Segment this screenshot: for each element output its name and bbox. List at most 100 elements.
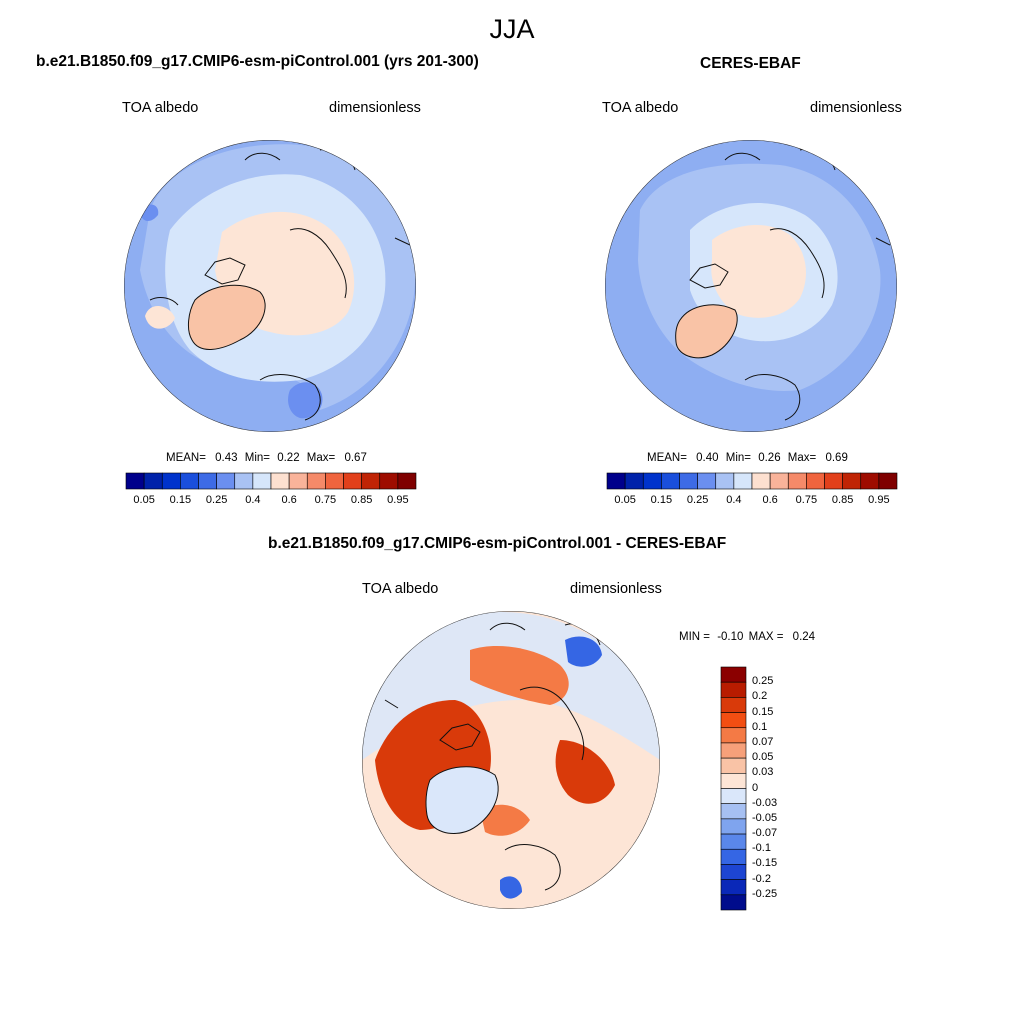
colorbar-swatch bbox=[720, 864, 747, 880]
colorbar-tick-label: -0.1 bbox=[752, 842, 771, 855]
region-greenland bbox=[188, 285, 266, 350]
colorbar-tick-label: 0.05 bbox=[133, 494, 155, 506]
panel2-variable-label: TOA albedo bbox=[602, 100, 679, 116]
colorbar-swatch bbox=[624, 472, 644, 490]
colorbar-swatch bbox=[720, 803, 747, 820]
colorbar-swatch bbox=[787, 472, 807, 490]
colorbar-tick-label: -0.25 bbox=[752, 887, 778, 900]
colorbar-tick-label: 0.15 bbox=[169, 494, 192, 506]
colorbar-tick-label: -0.15 bbox=[752, 857, 778, 870]
min-value: 0.26 bbox=[758, 452, 781, 464]
colorbar-swatch bbox=[143, 472, 163, 490]
min-label: Min= bbox=[725, 452, 751, 464]
colorbar-swatch bbox=[679, 472, 698, 490]
region-siberia bbox=[470, 645, 569, 705]
panel3-units-label: dimensionless bbox=[570, 581, 662, 597]
colorbar-tick-label: 0.25 bbox=[205, 494, 228, 506]
region-europe bbox=[555, 740, 615, 804]
colorbar-swatch bbox=[180, 472, 199, 490]
region-scandinavia bbox=[288, 382, 323, 419]
colorbar-tick-label: 0.75 bbox=[314, 494, 337, 506]
colorbar-tick-label: 0.03 bbox=[752, 766, 774, 779]
panel2-colorbar bbox=[606, 472, 898, 490]
colorbar-swatch bbox=[751, 472, 771, 490]
colorbar-swatch bbox=[715, 472, 735, 490]
panel1-variable-label: TOA albedo bbox=[122, 100, 199, 116]
panel3-variable-label: TOA albedo bbox=[362, 581, 439, 597]
colorbar-tick-label: 0 bbox=[752, 781, 759, 794]
region-arctic-ocean bbox=[711, 224, 806, 318]
panel3-title: b.e21.B1850.f09_g17.CMIP6-esm-piControl.… bbox=[268, 535, 727, 552]
colorbar-tick-label: 0.07 bbox=[752, 735, 774, 748]
colorbar-swatch bbox=[720, 773, 747, 789]
max-label: Max= bbox=[306, 452, 336, 464]
colorbar-swatch bbox=[720, 788, 747, 804]
colorbar-swatch bbox=[306, 472, 326, 490]
colorbar-swatch bbox=[720, 818, 747, 835]
colorbar-swatch bbox=[720, 879, 747, 896]
colorbar-swatch bbox=[234, 472, 254, 490]
colorbar-swatch bbox=[842, 472, 862, 490]
colorbar-swatch bbox=[198, 472, 217, 490]
region-atlantic bbox=[480, 804, 530, 836]
colorbar-tick-label: 0.2 bbox=[752, 690, 768, 703]
colorbar-tick-label: 0.4 bbox=[726, 494, 742, 506]
min-label: MIN = bbox=[679, 631, 710, 643]
colorbar-tick-label: 0.15 bbox=[752, 705, 774, 718]
colorbar-swatch bbox=[125, 472, 145, 490]
min-label: Min= bbox=[244, 452, 270, 464]
panel1-title: b.e21.B1850.f09_g17.CMIP6-esm-piControl.… bbox=[36, 53, 479, 70]
colorbar-tick-label: 0.6 bbox=[762, 494, 778, 506]
mean-value: 0.40 bbox=[696, 452, 719, 464]
colorbar-tick-label: 0.05 bbox=[752, 751, 774, 764]
figure-title: JJA bbox=[489, 14, 535, 44]
colorbar-swatch bbox=[661, 472, 680, 490]
panel1-units-label: dimensionless bbox=[329, 100, 421, 116]
panel2-title: CERES-EBAF bbox=[700, 55, 801, 72]
colorbar-swatch bbox=[824, 472, 843, 490]
colorbar-swatch bbox=[361, 472, 381, 490]
colorbar-tick-label: -0.2 bbox=[752, 872, 771, 885]
colorbar-tick-label: 0.95 bbox=[868, 494, 890, 506]
colorbar-swatch bbox=[288, 472, 308, 490]
colorbar-swatch bbox=[397, 472, 417, 490]
colorbar-tick-label: 0.95 bbox=[387, 494, 409, 506]
colorbar-swatch bbox=[720, 848, 747, 865]
colorbar-swatch bbox=[720, 727, 747, 744]
colorbar-swatch bbox=[720, 742, 747, 759]
region-greenland bbox=[675, 304, 738, 358]
colorbar-swatch bbox=[806, 472, 825, 490]
max-value: 0.67 bbox=[344, 452, 367, 464]
max-value: 0.69 bbox=[825, 452, 848, 464]
min-value: 0.22 bbox=[277, 452, 300, 464]
colorbar-swatch bbox=[252, 472, 272, 490]
panel1-map bbox=[124, 140, 416, 432]
colorbar-swatch bbox=[720, 757, 747, 774]
panel3-stats: MIN = -0.10 MAX = 0.24 bbox=[679, 631, 815, 643]
colorbar-tick-label: 0.05 bbox=[614, 494, 636, 506]
colorbar-tick-label: 0.15 bbox=[650, 494, 673, 506]
colorbar-swatch bbox=[270, 472, 290, 490]
colorbar-swatch bbox=[642, 472, 662, 490]
panel3-map bbox=[362, 611, 660, 909]
colorbar-tick-label: -0.07 bbox=[752, 827, 778, 840]
colorbar-tick-label: 0.85 bbox=[350, 494, 373, 506]
colorbar-swatch bbox=[379, 472, 399, 490]
min-value: -0.10 bbox=[717, 631, 744, 643]
colorbar-tick-label: 0.85 bbox=[831, 494, 854, 506]
colorbar-swatch bbox=[733, 472, 753, 490]
colorbar-tick-label: 0.75 bbox=[795, 494, 818, 506]
colorbar-swatch bbox=[769, 472, 789, 490]
colorbar-swatch bbox=[720, 712, 747, 729]
panel2-map bbox=[605, 140, 897, 432]
colorbar-swatch bbox=[878, 472, 898, 490]
max-value: 0.24 bbox=[792, 631, 816, 643]
mean-value: 0.43 bbox=[215, 452, 238, 464]
region-labrador bbox=[145, 305, 175, 329]
panel1-colorbar bbox=[125, 472, 417, 490]
panel1-stats: MEAN= 0.43 Min= 0.22 Max= 0.67 bbox=[166, 452, 367, 464]
mean-label: MEAN= bbox=[166, 452, 206, 464]
colorbar-tick-label: 0.4 bbox=[245, 494, 261, 506]
colorbar-tick-label: 0.6 bbox=[281, 494, 297, 506]
